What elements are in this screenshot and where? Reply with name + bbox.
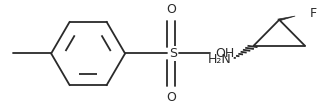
- Text: O: O: [166, 3, 176, 16]
- Text: OH: OH: [215, 47, 234, 60]
- Polygon shape: [278, 16, 295, 20]
- Text: H₂N: H₂N: [207, 53, 231, 66]
- Text: F: F: [310, 7, 317, 20]
- Text: O: O: [166, 91, 176, 104]
- Text: S: S: [169, 47, 177, 60]
